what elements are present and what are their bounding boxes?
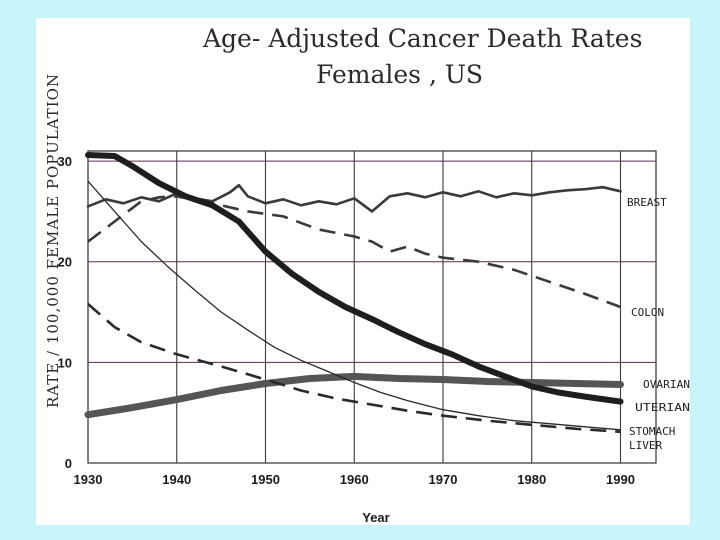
grid bbox=[87, 150, 657, 464]
x-tick-1960: 1960 bbox=[340, 472, 369, 487]
label-stomach: STOMACH bbox=[629, 425, 675, 438]
tick-labels: 1930 1940 1950 1960 1970 1980 1990 0 10 20 30 bbox=[58, 154, 635, 487]
slide: Age- Adjusted Cancer Death Rates Females… bbox=[36, 18, 690, 525]
x-tick-1970: 1970 bbox=[429, 472, 458, 487]
x-tick-1990: 1990 bbox=[606, 472, 635, 487]
label-colon: COLON bbox=[631, 306, 664, 319]
plot-frame bbox=[87, 150, 657, 464]
y-tick-30: 30 bbox=[58, 154, 72, 169]
y-axis-label: RATE / 100,000 FEMALE POPULATION bbox=[44, 73, 62, 408]
series-colon bbox=[87, 195, 621, 309]
y-tick-0: 0 bbox=[65, 456, 72, 471]
x-tick-1930: 1930 bbox=[74, 472, 103, 487]
chart-subtitle: Females , US bbox=[316, 60, 483, 89]
chart: Age- Adjusted Cancer Death Rates Females… bbox=[44, 24, 690, 525]
x-tick-1980: 1980 bbox=[517, 472, 546, 487]
label-breast: BREAST bbox=[627, 196, 667, 209]
x-axis-label: Year bbox=[362, 510, 389, 525]
chart-title: Age- Adjusted Cancer Death Rates bbox=[202, 24, 642, 53]
series-ovarian bbox=[84, 372, 624, 419]
label-ovarian: OVARIAN bbox=[643, 378, 690, 391]
y-tick-10: 10 bbox=[58, 355, 72, 370]
series-uterian bbox=[85, 152, 624, 405]
series-liver bbox=[87, 303, 621, 434]
label-liver: LIVER bbox=[629, 439, 662, 452]
series-lines bbox=[84, 152, 624, 434]
series-stomach bbox=[87, 180, 622, 431]
y-tick-20: 20 bbox=[58, 255, 72, 270]
label-uterian: UTERIAN bbox=[635, 401, 690, 414]
x-tick-1940: 1940 bbox=[162, 472, 191, 487]
x-tick-1950: 1950 bbox=[251, 472, 280, 487]
